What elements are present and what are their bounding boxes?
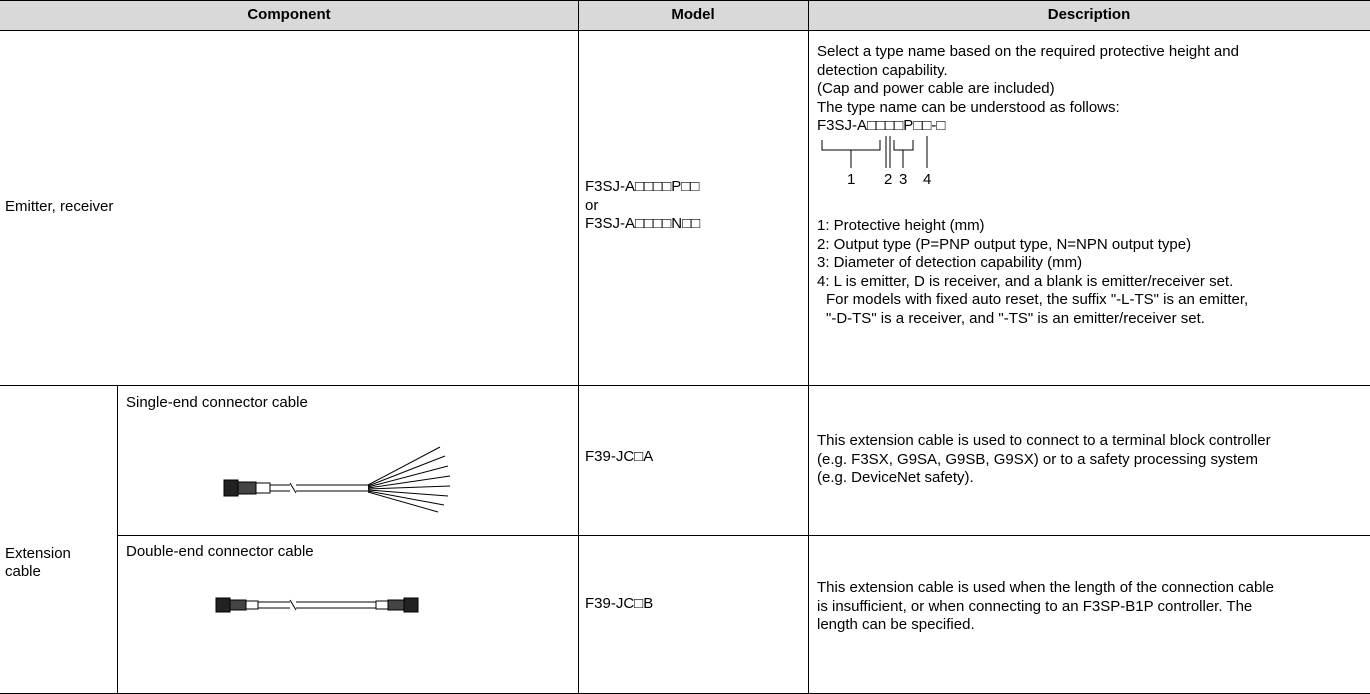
model: F3SJ-A□□□□P□□ <box>585 178 700 195</box>
description-line: detection capability. <box>817 61 948 79</box>
border <box>0 385 1370 386</box>
description-line: This extension cable is used when the le… <box>817 579 1274 596</box>
key-number: 4 <box>923 171 932 188</box>
description-line: length can be specified. <box>817 616 975 633</box>
border <box>0 0 1370 1</box>
header-cell: Description <box>1047 6 1131 23</box>
border <box>117 385 118 694</box>
component: Double-end connector cable <box>126 543 314 560</box>
model: or <box>585 196 599 214</box>
description-line: (e.g. DeviceNet safety). <box>817 469 974 486</box>
legend-line: 4: L is emitter, D is receiver, and a bl… <box>817 272 1234 290</box>
border <box>0 30 1370 31</box>
model: F39-JC□A <box>585 448 654 465</box>
model: F39-JC□B <box>585 595 654 612</box>
border <box>117 535 1370 536</box>
header-cell: Component <box>247 6 331 23</box>
key-number: 1 <box>847 171 856 188</box>
border <box>808 0 809 694</box>
component-group: Extension cable <box>5 545 71 580</box>
single-end-cable-icon <box>223 446 451 513</box>
description-line: Select a type name based on the required… <box>817 43 1239 60</box>
legend-line: "-D-TS" is a receiver, and "-TS" is an e… <box>826 310 1205 327</box>
header-cell: Model <box>671 6 715 23</box>
legend-line: 3: Diameter of detection capability (mm) <box>817 254 1083 272</box>
component: Emitter, receiver <box>5 198 114 215</box>
component: Single-end connector cable <box>126 394 308 411</box>
type-code: F3SJ-A□□□□P□□-□ <box>817 117 946 134</box>
key-number: 2 <box>884 171 893 188</box>
description-line: This extension cable is used to connect … <box>817 432 1271 449</box>
description-line: The type name can be understood as follo… <box>817 98 1120 116</box>
description-line: (e.g. F3SX, G9SA, G9SB, G9SX) or to a sa… <box>817 450 1259 468</box>
key-number: 3 <box>899 171 908 188</box>
legend-line: 1: Protective height (mm) <box>817 217 985 234</box>
description-line: is insufficient, or when connecting to a… <box>817 597 1253 615</box>
border <box>578 0 579 694</box>
model: F3SJ-A□□□□N□□ <box>585 215 701 232</box>
header-row <box>0 0 1370 30</box>
legend-line: 2: Output type (P=PNP output type, N=NPN… <box>817 235 1192 253</box>
double-end-cable-icon <box>215 597 419 613</box>
legend-line: For models with fixed auto reset, the su… <box>826 291 1249 309</box>
description-line: (Cap and power cable are included) <box>817 80 1055 97</box>
type-code-diagram <box>821 136 928 168</box>
